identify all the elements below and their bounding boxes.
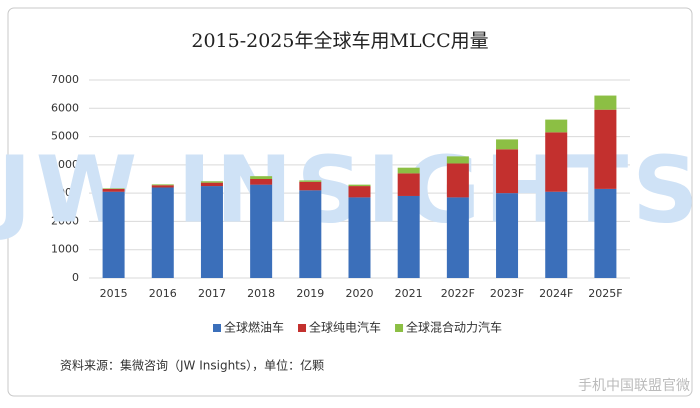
bar-segment [299, 180, 322, 182]
y-tick-label: 5000 [51, 130, 79, 143]
bar-segment [151, 184, 174, 186]
bar-segment [348, 197, 371, 278]
bar-segment [299, 190, 322, 278]
bar-segment [545, 132, 568, 192]
bar-segment [151, 185, 174, 188]
bar-segment [151, 187, 174, 278]
bar-segment [545, 119, 568, 133]
x-tick-label: 2015 [100, 287, 128, 300]
bar-segment [200, 181, 223, 183]
bar-segment [594, 95, 617, 110]
y-tick-label: 3000 [51, 186, 79, 199]
bar-segment [397, 195, 420, 278]
y-tick-label: 4000 [51, 158, 79, 171]
bars: 2015 2016 2017 2018 2019 2020 2021 2022F 2023F 20… [100, 95, 623, 300]
bar-segment [250, 184, 273, 278]
x-tick-label: 2022F [441, 287, 475, 300]
bar-segment [446, 156, 469, 164]
x-tick-label: 2023F [490, 287, 524, 300]
bar-segment [102, 188, 125, 189]
bar-segment [594, 109, 617, 189]
y-tick-label: 0 [72, 271, 79, 284]
y-tick-label: 1000 [51, 243, 79, 256]
legend-swatch [298, 324, 307, 332]
source-note: 资料来源：集微咨询（JW Insights），单位：亿颗 [60, 358, 324, 373]
bar-segment [545, 191, 568, 278]
bar-segment [102, 191, 125, 278]
x-tick-label: 2024F [539, 287, 573, 300]
y-tick-label: 6000 [51, 101, 79, 114]
bar-segment [446, 163, 469, 198]
y-tick-label: 7000 [51, 73, 79, 86]
x-tick-label: 2017 [198, 287, 226, 300]
corner-watermark: 手机中国联盟官微 [578, 378, 690, 394]
chart-title: 2015-2025年全球车用MLCC用量 [191, 30, 488, 52]
bar-segment [200, 186, 223, 278]
x-tick-label: 2025F [588, 287, 622, 300]
bar-segment [299, 181, 322, 191]
x-tick-label: 2018 [247, 287, 275, 300]
legend: 全球燃油车 全球纯电汽车 全球混合动力汽车 [213, 320, 502, 335]
y-tick-label: 2000 [51, 214, 79, 227]
x-tick-label: 2021 [395, 287, 423, 300]
x-tick-label: 2020 [346, 287, 374, 300]
bar-segment [397, 167, 420, 174]
bar-segment [496, 193, 519, 278]
bar-segment [348, 184, 371, 187]
bar-segment [496, 149, 519, 194]
grid: 0 1000 2000 3000 4000 5000 6000 7000 [51, 73, 630, 284]
legend-label: 全球纯电汽车 [309, 320, 381, 335]
bar-segment [250, 179, 273, 185]
bar-segment [594, 188, 617, 278]
x-tick-label: 2019 [296, 287, 324, 300]
bar-segment [397, 173, 420, 196]
legend-label: 全球混合动力汽车 [406, 320, 502, 335]
legend-swatch [395, 324, 404, 332]
bar-segment [348, 186, 371, 198]
legend-swatch [213, 324, 221, 332]
bar-segment [446, 197, 469, 278]
legend-label: 全球燃油车 [224, 320, 284, 335]
bar-segment [250, 176, 273, 179]
bar-segment [496, 139, 519, 150]
bar-segment [200, 182, 223, 187]
bar-segment [102, 188, 125, 192]
x-tick-label: 2016 [149, 287, 177, 300]
